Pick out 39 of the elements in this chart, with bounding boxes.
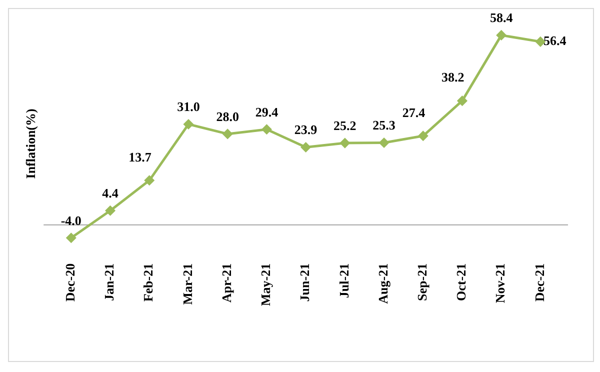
point <box>496 30 506 40</box>
point <box>301 142 311 152</box>
data-label: 27.4 <box>402 104 426 120</box>
x-tick-label: Nov-21 <box>492 263 508 304</box>
x-tick-label: Oct-21 <box>454 263 469 301</box>
x-tick-label: Jul-21 <box>336 263 352 298</box>
data-label: 58.4 <box>490 10 514 26</box>
point <box>106 206 116 216</box>
data-label: 25.2 <box>334 118 356 133</box>
point <box>184 119 194 129</box>
x-tick-label: Dec-21 <box>532 263 547 302</box>
x-tick-label: Jun-21 <box>297 263 312 302</box>
data-label: 28.0 <box>216 108 239 124</box>
data-label: 38.2 <box>441 70 464 85</box>
data-label: 56.4 <box>543 33 567 48</box>
point <box>340 138 350 148</box>
data-label: 4.4 <box>102 185 119 200</box>
data-label: 13.7 <box>128 149 152 164</box>
x-tick-label: Dec-20 <box>62 263 78 302</box>
data-label: -4.0 <box>60 212 82 228</box>
point <box>262 124 272 134</box>
x-tick-label: May-21 <box>258 263 274 306</box>
y-axis-title: Inflation(%) <box>23 108 38 179</box>
x-tick-label: Sep-21 <box>414 263 430 301</box>
point <box>222 129 232 139</box>
data-label: 31.0 <box>177 99 200 114</box>
point <box>379 138 389 148</box>
data-label: 29.4 <box>255 104 279 120</box>
data-label: 25.3 <box>372 118 396 133</box>
data-label: 23.9 <box>294 122 318 138</box>
x-tick-label: Apr-21 <box>218 263 234 303</box>
x-tick-label: Aug-21 <box>375 263 390 304</box>
point <box>144 176 154 186</box>
point <box>418 131 428 141</box>
x-tick-label: Feb-21 <box>140 263 156 302</box>
point <box>457 96 467 106</box>
point <box>66 233 76 243</box>
x-tick-label: Jan-21 <box>102 263 117 301</box>
x-tick-label: Mar-21 <box>180 263 195 305</box>
